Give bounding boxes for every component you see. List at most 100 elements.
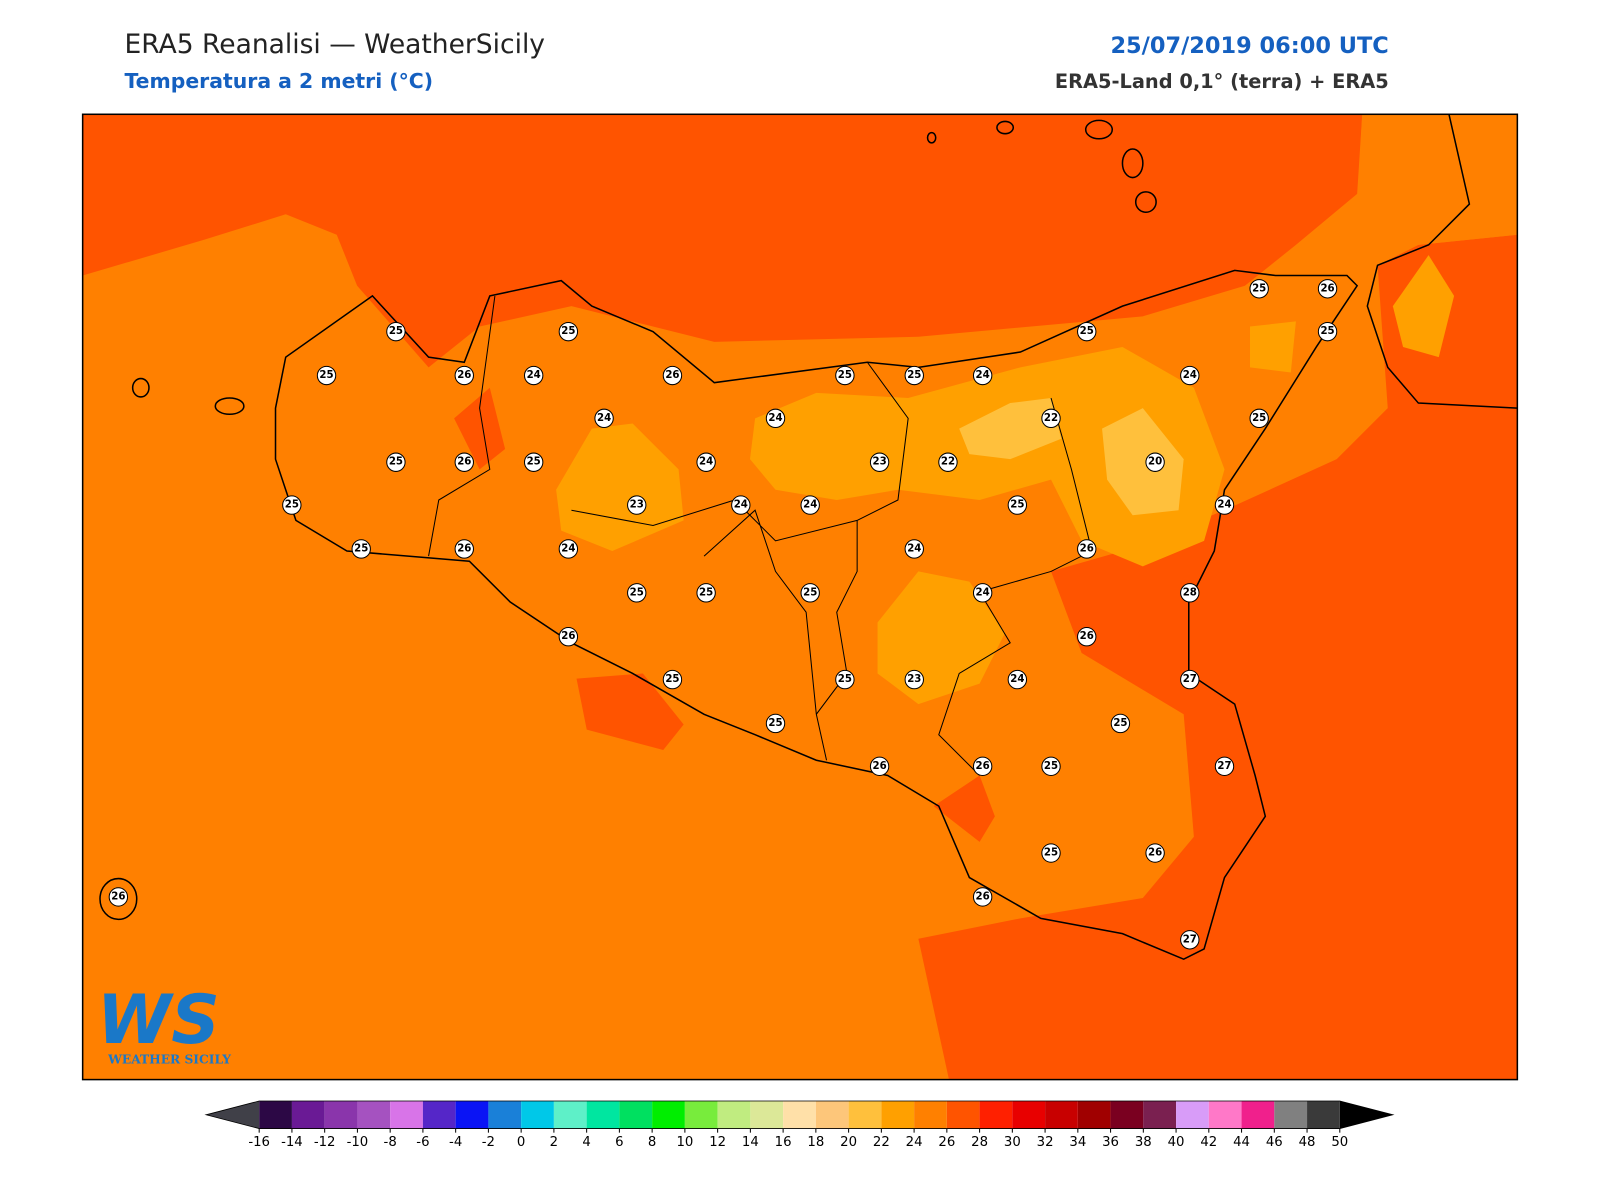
station-marker xyxy=(454,365,474,386)
colorbar-tick-label: 42 xyxy=(1200,1135,1217,1150)
colorbar-box xyxy=(1045,1101,1078,1129)
station-value: 24 xyxy=(699,457,713,468)
station-value: 24 xyxy=(527,370,541,381)
station-value: 25 xyxy=(699,587,713,598)
colorbar-tick-label: 46 xyxy=(1266,1135,1283,1150)
colorbar-tick-label: 14 xyxy=(742,1135,759,1150)
colorbar-tick-label: 40 xyxy=(1168,1135,1185,1150)
station-value: 26 xyxy=(872,761,886,772)
station-marker xyxy=(1214,495,1235,515)
station-marker xyxy=(316,365,337,386)
station-value: 24 xyxy=(768,413,782,424)
colorbar-box xyxy=(1077,1101,1111,1129)
colorbar-tick-label: -16 xyxy=(248,1135,270,1150)
station-value: 25 xyxy=(285,500,299,511)
station-value: 25 xyxy=(803,587,817,598)
station-value: 25 xyxy=(838,674,852,685)
colorbar-tick-label: 20 xyxy=(840,1135,857,1150)
logo-name: WEATHER SICILY xyxy=(107,1052,231,1066)
station-marker xyxy=(454,452,474,472)
station-marker xyxy=(869,452,890,472)
station-marker xyxy=(904,539,924,559)
colorbar-box xyxy=(488,1101,522,1129)
station-marker xyxy=(558,627,579,647)
colorbar-tick-label: 28 xyxy=(971,1135,988,1150)
station-marker xyxy=(662,365,683,386)
colorbar-tick-label: 2 xyxy=(550,1135,558,1150)
station-marker xyxy=(1077,321,1097,342)
stations: 25 25 25 26 24 26 25 25 24 25 25 26 25 24 24 24 22 25 25 26… xyxy=(108,279,1338,950)
station-value: 25 xyxy=(907,370,921,381)
province-border xyxy=(428,295,1093,776)
colorbar-tick-label: 34 xyxy=(1069,1135,1086,1150)
colorbar-box xyxy=(619,1101,653,1129)
colorbar: -16 -14 -12 -10 -8 -6 -4 -2 0 2 4 6 8 10 12 14 16 18 20 22 2… xyxy=(204,1100,1395,1150)
station-value: 24 xyxy=(597,413,611,424)
station-value: 26 xyxy=(457,370,471,381)
station-marker xyxy=(904,669,924,690)
station-value: 25 xyxy=(1010,500,1024,511)
station-marker xyxy=(662,669,683,690)
colorbar-box xyxy=(815,1101,849,1129)
station-value: 22 xyxy=(1044,413,1058,424)
station-marker xyxy=(386,452,406,472)
station-value: 24 xyxy=(803,500,817,511)
colorbar-box xyxy=(357,1101,391,1129)
station-value: 25 xyxy=(527,457,541,468)
station-marker xyxy=(1317,321,1338,342)
station-marker xyxy=(835,365,855,386)
station-value: 25 xyxy=(561,326,575,337)
colorbar-tick-label: -8 xyxy=(384,1135,397,1150)
station-value: 25 xyxy=(665,674,679,685)
station-marker xyxy=(1077,539,1097,559)
colorbar-tick-label: -12 xyxy=(314,1135,336,1150)
station-marker xyxy=(1007,669,1028,690)
colorbar-box xyxy=(946,1101,980,1129)
station-value: 25 xyxy=(1044,848,1058,859)
station-marker xyxy=(696,452,716,472)
station-marker xyxy=(1249,408,1269,429)
colorbar-tick-label: 44 xyxy=(1233,1135,1250,1150)
station-marker xyxy=(108,887,129,907)
station-value: 25 xyxy=(319,370,333,381)
colorbar-box xyxy=(553,1101,587,1129)
station-marker xyxy=(1214,756,1235,777)
station-marker xyxy=(627,583,647,603)
station-value: 26 xyxy=(1080,543,1094,554)
colorbar-tick-label: 36 xyxy=(1102,1135,1119,1150)
station-value: 23 xyxy=(907,674,921,685)
colorbar-box xyxy=(1307,1101,1340,1129)
colorbar-tick-label: 30 xyxy=(1004,1135,1021,1150)
station-marker xyxy=(351,539,371,559)
colorbar-tick-label: 10 xyxy=(676,1135,693,1150)
station-marker xyxy=(1041,756,1061,777)
colorbar-box xyxy=(521,1101,554,1129)
colorbar-box xyxy=(422,1101,456,1129)
source: ERA5-Land 0,1° (terra) + ERA5 xyxy=(1055,70,1389,93)
field xyxy=(82,114,1363,368)
station-value: 25 xyxy=(354,543,368,554)
colorbar-box xyxy=(914,1101,947,1129)
station-marker xyxy=(869,756,890,777)
station-value: 26 xyxy=(1148,848,1162,859)
colorbar-box xyxy=(848,1101,882,1129)
colorbar-box xyxy=(684,1101,718,1129)
colorbar-tick-label: -6 xyxy=(416,1135,429,1150)
field xyxy=(1102,408,1184,516)
station-value: 26 xyxy=(1320,283,1334,294)
station-marker xyxy=(904,365,924,386)
station-value: 26 xyxy=(976,891,990,902)
field xyxy=(750,346,1225,567)
station-value: 25 xyxy=(389,326,403,337)
station-marker xyxy=(1180,583,1200,603)
colorbar-tick-label: -10 xyxy=(347,1135,369,1150)
colorbar-tick-label: 16 xyxy=(775,1135,792,1150)
colorbar-tick-label: 24 xyxy=(906,1135,923,1150)
field xyxy=(1306,114,1518,271)
station-marker xyxy=(523,365,544,386)
field xyxy=(918,234,1518,1080)
station-marker xyxy=(835,669,855,690)
field xyxy=(1392,255,1455,358)
colorbar-tick-label: 12 xyxy=(709,1135,726,1150)
